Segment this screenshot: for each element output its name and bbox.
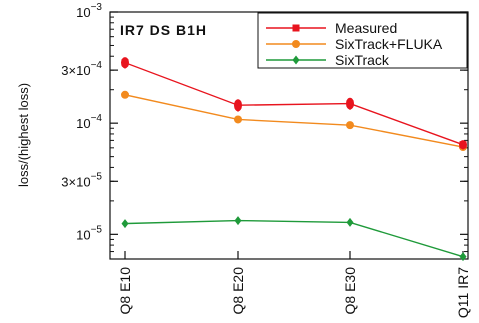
y-tick-label: 10−4 — [76, 113, 102, 131]
x-tick-label: Q8 E30 — [342, 267, 358, 315]
series-sixtrack — [121, 216, 467, 262]
data-point — [292, 40, 300, 48]
data-point — [234, 101, 242, 109]
y-tick-mantissa: 3× — [61, 174, 76, 189]
series-measured — [121, 57, 467, 150]
data-point — [234, 216, 242, 226]
chart-title: IR7 DS B1H — [120, 22, 207, 38]
axis-ticks: 10−33×10−410−43×10−510−5Q8 E10 Q8 E20 Q8 E… — [61, 2, 471, 318]
data-point — [121, 90, 129, 99]
series-line — [124, 94, 464, 148]
series-sixtrack-fluka — [121, 90, 467, 152]
data-point — [121, 59, 129, 67]
y-tick-label: 3×10−4 — [61, 60, 102, 78]
data-point — [121, 219, 129, 229]
data-point — [346, 100, 354, 108]
y-tick-exponent: −4 — [91, 60, 103, 71]
y-tick-exponent: −5 — [91, 171, 103, 182]
y-tick-label: 10−3 — [76, 2, 102, 20]
x-tick-label: Q8 E10 — [117, 267, 133, 315]
data-point — [234, 115, 242, 124]
y-tick-base: 10 — [76, 227, 90, 242]
data-point — [459, 141, 467, 149]
y-tick-mantissa: 3× — [61, 63, 76, 78]
series-line — [124, 219, 464, 258]
series-line — [124, 62, 464, 146]
y-tick-exponent: −3 — [91, 2, 103, 13]
y-tick-label: 10−5 — [76, 224, 102, 242]
data-point — [346, 217, 354, 227]
data-point — [292, 24, 300, 32]
legend-label: SixTrack+FLUKA — [335, 36, 443, 52]
y-tick-base: 10 — [76, 5, 90, 20]
y-axis-label: loss/(highest loss) — [16, 83, 31, 187]
legend-label: Measured — [335, 20, 397, 36]
x-tick-label: Q11 IR7 — [455, 267, 471, 318]
data-point — [459, 252, 467, 262]
y-tick-label: 3×10−5 — [61, 171, 102, 189]
x-tick-label: Q8 E20 — [230, 267, 246, 315]
y-tick-base: 10 — [76, 63, 90, 78]
data-point — [292, 55, 300, 65]
y-tick-exponent: −5 — [91, 224, 103, 235]
data-point — [346, 121, 354, 130]
y-tick-base: 10 — [76, 116, 90, 131]
legend-box — [257, 12, 468, 69]
y-tick-exponent: −4 — [91, 113, 103, 124]
plot-area — [109, 11, 469, 260]
series-group — [121, 57, 467, 262]
legend-label: SixTrack — [335, 52, 390, 68]
y-tick-base: 10 — [76, 174, 90, 189]
